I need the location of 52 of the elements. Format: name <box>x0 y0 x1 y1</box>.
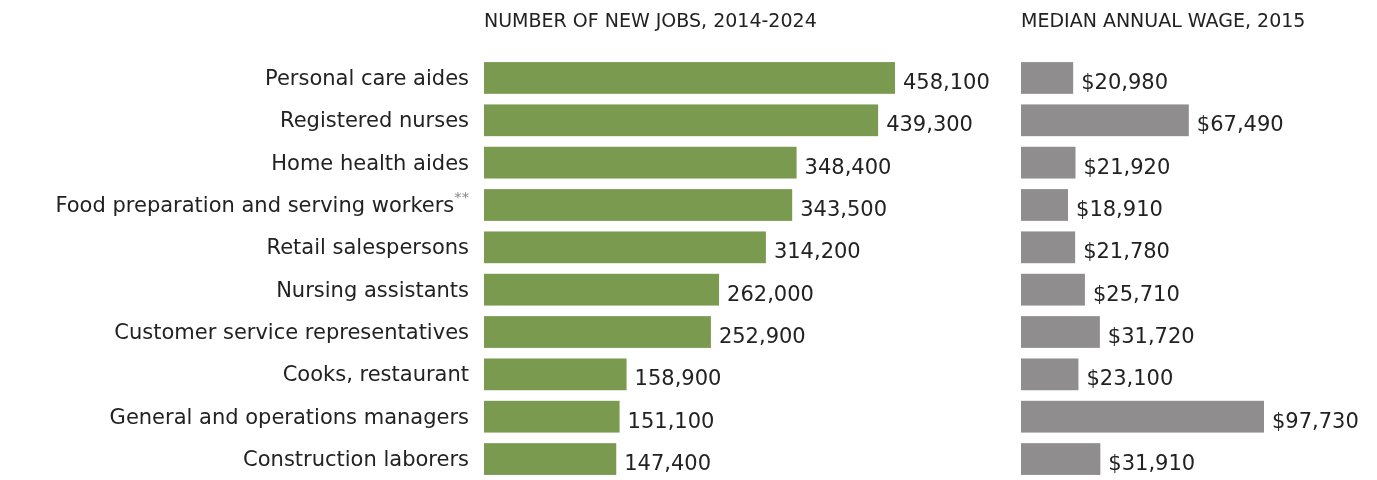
data-label: $21,780 <box>1083 239 1170 264</box>
data-label: 147,400 <box>624 451 712 476</box>
bar <box>1021 104 1189 137</box>
y-tick-label: Nursing assistants <box>276 277 469 302</box>
data-label: 458,100 <box>903 69 990 94</box>
data-label: $97,730 <box>1272 408 1359 433</box>
bar <box>1021 358 1079 391</box>
y-tick-label: Cooks, restaurant <box>282 362 469 387</box>
bar <box>484 104 879 137</box>
data-label: $67,490 <box>1196 112 1284 137</box>
bar <box>1021 146 1076 179</box>
bar <box>484 146 797 179</box>
data-label: 348,400 <box>804 154 892 179</box>
data-label: 151,100 <box>627 408 715 433</box>
bar <box>484 358 627 391</box>
data-label: $18,910 <box>1076 196 1163 221</box>
data-label: $21,920 <box>1083 154 1171 179</box>
data-label: $20,980 <box>1081 69 1169 94</box>
bar <box>1021 189 1069 221</box>
data-label: 158,900 <box>634 366 722 391</box>
data-label: $31,720 <box>1107 324 1195 349</box>
bar <box>1021 316 1100 348</box>
data-label: 439,300 <box>886 112 973 137</box>
bar <box>484 316 711 348</box>
y-tick-label: Retail salespersons <box>266 235 469 260</box>
data-label: 262,000 <box>727 281 814 306</box>
y-tick-label: Registered nurses <box>280 108 469 133</box>
data-label: 343,500 <box>800 196 888 221</box>
bar <box>1021 231 1076 264</box>
bar <box>484 273 720 306</box>
chart-title: NUMBER OF NEW JOBS, 2014-2024 <box>484 9 817 31</box>
bar <box>484 400 620 433</box>
y-tick-label: Construction laborers <box>243 447 469 472</box>
y-tick-label: Personal care aides <box>264 65 469 90</box>
bar <box>1021 443 1101 475</box>
y-tick-label: General and operations managers <box>109 404 469 429</box>
bar <box>484 189 793 221</box>
chart-title: MEDIAN ANNUAL WAGE, 2015 <box>1021 9 1306 31</box>
data-label: 314,200 <box>773 239 861 264</box>
y-tick-label: Food preparation and serving workers$^{**}$ <box>55 187 469 217</box>
data-label: $31,910 <box>1108 451 1196 476</box>
y-tick-label: Home health aides <box>271 150 469 175</box>
data-label: $23,100 <box>1086 366 1174 391</box>
data-label: $25,710 <box>1092 281 1180 306</box>
bar <box>484 62 895 94</box>
bar <box>1021 400 1264 433</box>
bar <box>484 443 617 475</box>
bar <box>1021 273 1085 306</box>
y-tick-label: Customer service representatives <box>114 320 469 345</box>
bar <box>1021 62 1074 94</box>
data-label: 252,900 <box>718 324 806 349</box>
bar <box>484 231 766 264</box>
